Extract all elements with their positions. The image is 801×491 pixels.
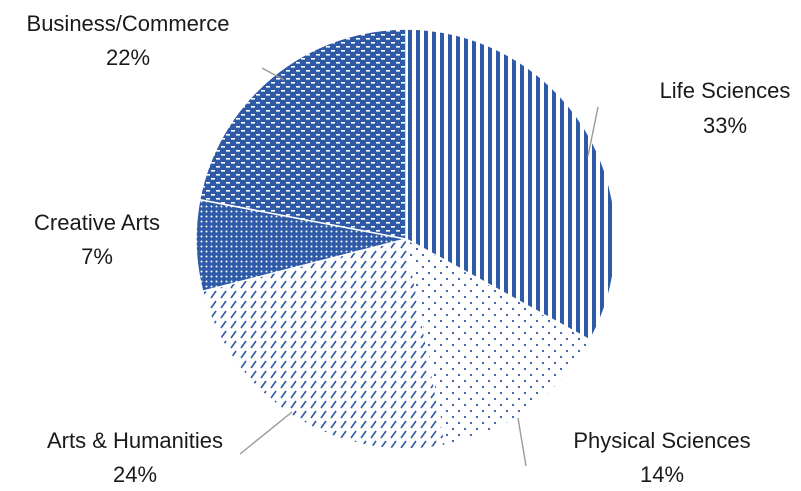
leader-line-life-sciences <box>587 106 599 157</box>
pie-slices <box>195 28 617 450</box>
slice-value-life-sciences: 33% <box>703 113 747 138</box>
slice-label-physical-sciences: Physical Sciences <box>573 428 750 453</box>
slice-value-arts-humanities: 24% <box>113 462 157 487</box>
pie-slice-physical-sciences <box>404 237 592 447</box>
slice-value-creative-arts: 7% <box>81 244 113 269</box>
pie-slice-business-commerce <box>198 28 407 240</box>
leader-line-arts-humanities <box>239 411 293 455</box>
slice-label-life-sciences: Life Sciences <box>660 78 791 103</box>
pie-slice-arts-humanities <box>201 238 447 450</box>
slice-label-arts-humanities: Arts & Humanities <box>47 428 223 453</box>
slice-value-business-commerce: 22% <box>106 45 150 70</box>
leader-line-physical-sciences <box>517 417 527 467</box>
slice-value-physical-sciences: 14% <box>640 462 684 487</box>
slice-label-business-commerce: Business/Commerce <box>27 11 230 36</box>
leader-line-business-commerce <box>261 67 285 81</box>
pie-slice-life-sciences <box>405 28 617 342</box>
slice-labels: Life Sciences 33% Physical Sciences 14% Arts… <box>27 11 791 487</box>
leader-lines <box>239 67 599 467</box>
slice-label-creative-arts: Creative Arts <box>34 210 160 235</box>
